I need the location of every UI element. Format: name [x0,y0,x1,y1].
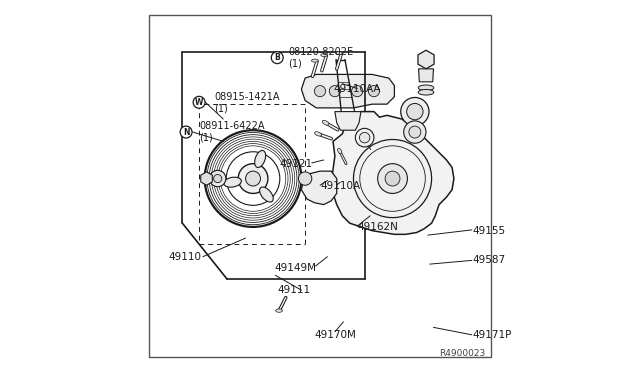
Text: 49171P: 49171P [472,330,512,340]
Circle shape [409,126,421,138]
Circle shape [330,86,340,97]
Ellipse shape [224,177,241,187]
Text: 49110A: 49110A [320,181,360,191]
Circle shape [271,52,283,64]
Circle shape [406,103,423,120]
Polygon shape [301,74,394,108]
Polygon shape [335,112,361,130]
Text: 08915-1421A
(1): 08915-1421A (1) [214,92,280,113]
Text: 49162N: 49162N [357,222,398,232]
Polygon shape [331,112,454,234]
Circle shape [351,86,363,97]
Circle shape [404,121,426,143]
Circle shape [314,86,326,97]
Circle shape [214,174,222,183]
Ellipse shape [418,85,434,91]
Ellipse shape [322,120,329,125]
Circle shape [246,171,260,186]
Polygon shape [419,69,433,82]
Text: 49110: 49110 [168,252,201,262]
Ellipse shape [276,309,282,312]
Text: 49111: 49111 [277,285,310,295]
Text: 49149M: 49149M [275,263,316,273]
Ellipse shape [338,148,342,154]
Ellipse shape [335,52,342,55]
Text: 49587: 49587 [472,256,506,265]
Text: 08911-6422A
(1): 08911-6422A (1) [199,121,264,143]
Text: 08120-8202E
(1): 08120-8202E (1) [289,47,353,68]
Circle shape [378,164,408,193]
Text: 49121: 49121 [280,159,312,169]
Circle shape [209,170,226,187]
Polygon shape [418,50,434,69]
Ellipse shape [260,187,273,202]
Text: 49170M: 49170M [314,330,356,340]
Text: W: W [195,98,204,107]
Text: B: B [275,53,280,62]
Text: 49110AA: 49110AA [333,84,381,94]
Ellipse shape [418,89,434,95]
Ellipse shape [321,54,328,57]
Polygon shape [301,171,337,205]
Circle shape [385,171,400,186]
Circle shape [238,164,268,193]
Polygon shape [201,172,212,185]
Circle shape [369,86,380,97]
Circle shape [355,128,374,147]
Ellipse shape [255,150,266,167]
Circle shape [401,97,429,126]
Circle shape [193,96,205,108]
Ellipse shape [312,59,318,62]
Circle shape [180,126,192,138]
Circle shape [360,132,370,143]
Circle shape [298,172,312,185]
Text: N: N [183,128,189,137]
Ellipse shape [315,132,322,136]
Text: R4900023: R4900023 [439,349,486,358]
Text: 49155: 49155 [472,226,506,235]
